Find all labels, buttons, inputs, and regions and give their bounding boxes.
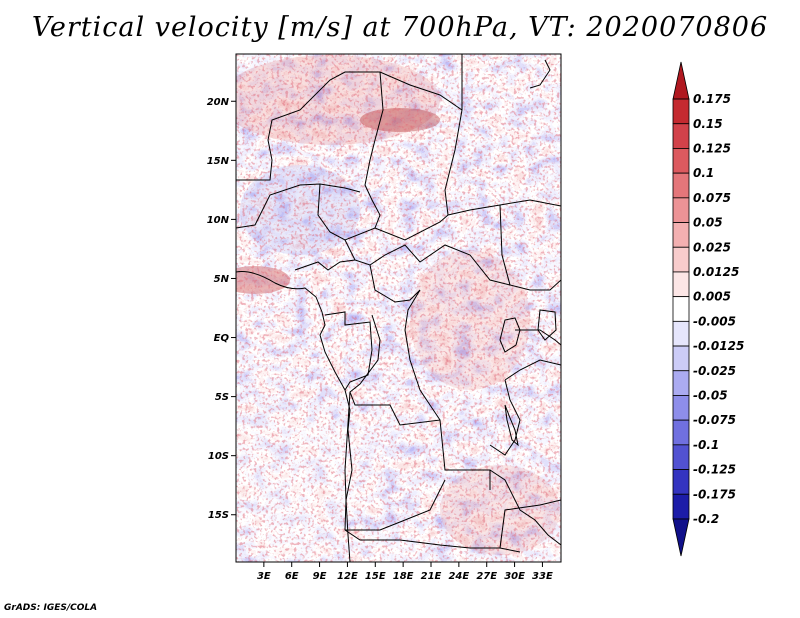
velocity-field — [236, 54, 561, 562]
colorbar-swatch — [672, 444, 690, 470]
longitude-axis: 3E 6E 9E 12E 15E 18E 21E 24E 27E 30E 33E — [257, 562, 553, 582]
plot-frame — [235, 53, 562, 563]
chart-title: Vertical velocity [m/s] at 700hPa, VT: 2… — [31, 12, 769, 43]
colorbar-swatch — [672, 172, 690, 199]
colorbar-level-label: 0.05 — [693, 216, 723, 230]
colorbar-level-label: 0.175 — [693, 92, 731, 106]
colorbar-swatch — [672, 370, 690, 396]
lon-tick-label: 12E — [337, 571, 358, 582]
latitude-axis: 20N 15N 10N 5N EQ 5S 10S 15S — [207, 97, 236, 521]
colorbar-level-label: 0.0125 — [693, 265, 739, 279]
lon-tick-label: 3E — [257, 571, 271, 582]
colorbar-swatch — [672, 246, 690, 273]
colorbar-swatch — [672, 222, 690, 248]
lon-tick-label: 24E — [448, 571, 469, 582]
lon-tick-label: 21E — [421, 571, 442, 582]
colorbar-level-label: 0.125 — [693, 141, 731, 155]
lon-tick-label: 33E — [532, 571, 553, 582]
colorbar-swatch — [672, 197, 690, 223]
colorbar-level-label: -0.1 — [693, 438, 719, 452]
lat-tick-label: 10N — [207, 215, 230, 226]
colorbar-swatch — [672, 98, 690, 125]
colorbar-level-label: -0.075 — [693, 413, 736, 427]
lon-tick-label: 27E — [476, 571, 497, 582]
colorbar-swatch — [672, 296, 690, 322]
colorbar-level-label: 0.005 — [693, 290, 731, 304]
colorbar-swatch — [672, 493, 690, 520]
colorbar-level-label: 0.1 — [693, 166, 714, 180]
colorbar-level-label: -0.175 — [693, 487, 736, 501]
colorbar-swatch — [672, 123, 690, 149]
lon-tick-label: 15E — [365, 571, 386, 582]
lat-tick-label: 20N — [207, 97, 230, 108]
colorbar-level-label: -0.125 — [693, 463, 736, 477]
colorbar-level-label: 0.075 — [693, 191, 731, 205]
lat-tick-label: 15N — [207, 156, 230, 167]
colorbar-level-label: 0.025 — [693, 240, 731, 254]
lon-tick-label: 9E — [313, 571, 327, 582]
colorbar-swatch — [672, 345, 690, 372]
colorbar: 0.175 0.15 0.125 0.1 0.075 0.05 0.025 0.0125 0.0… — [672, 61, 744, 557]
colorbar-swatch — [672, 518, 690, 557]
colorbar-swatch — [672, 148, 690, 174]
grads-credit: GrADS: IGES/COLA — [4, 603, 98, 613]
lon-tick-label: 6E — [285, 571, 299, 582]
colorbar-level-label: -0.2 — [693, 512, 719, 526]
lon-tick-label: 18E — [393, 571, 414, 582]
colorbar-swatch — [672, 419, 690, 446]
colorbar-level-label: -0.005 — [693, 314, 736, 328]
colorbar-swatch — [672, 395, 690, 421]
colorbar-level-label: -0.05 — [693, 388, 728, 402]
colorbar-level-label: -0.025 — [693, 364, 736, 378]
colorbar-level-label: 0.15 — [693, 117, 723, 131]
colorbar-swatch — [672, 469, 690, 495]
colorbar-swatch — [672, 271, 690, 298]
colorbar-swatch — [672, 61, 690, 100]
colorbar-level-label: -0.0125 — [693, 339, 744, 353]
lat-tick-label: EQ — [214, 333, 230, 344]
lat-tick-label: 15S — [208, 510, 229, 521]
colorbar-swatch — [672, 320, 690, 347]
lat-tick-label: 5N — [214, 274, 230, 285]
lon-tick-label: 30E — [504, 571, 525, 582]
lat-tick-label: 10S — [208, 451, 229, 462]
lat-tick-label: 5S — [215, 392, 229, 403]
country-borders — [236, 54, 561, 562]
